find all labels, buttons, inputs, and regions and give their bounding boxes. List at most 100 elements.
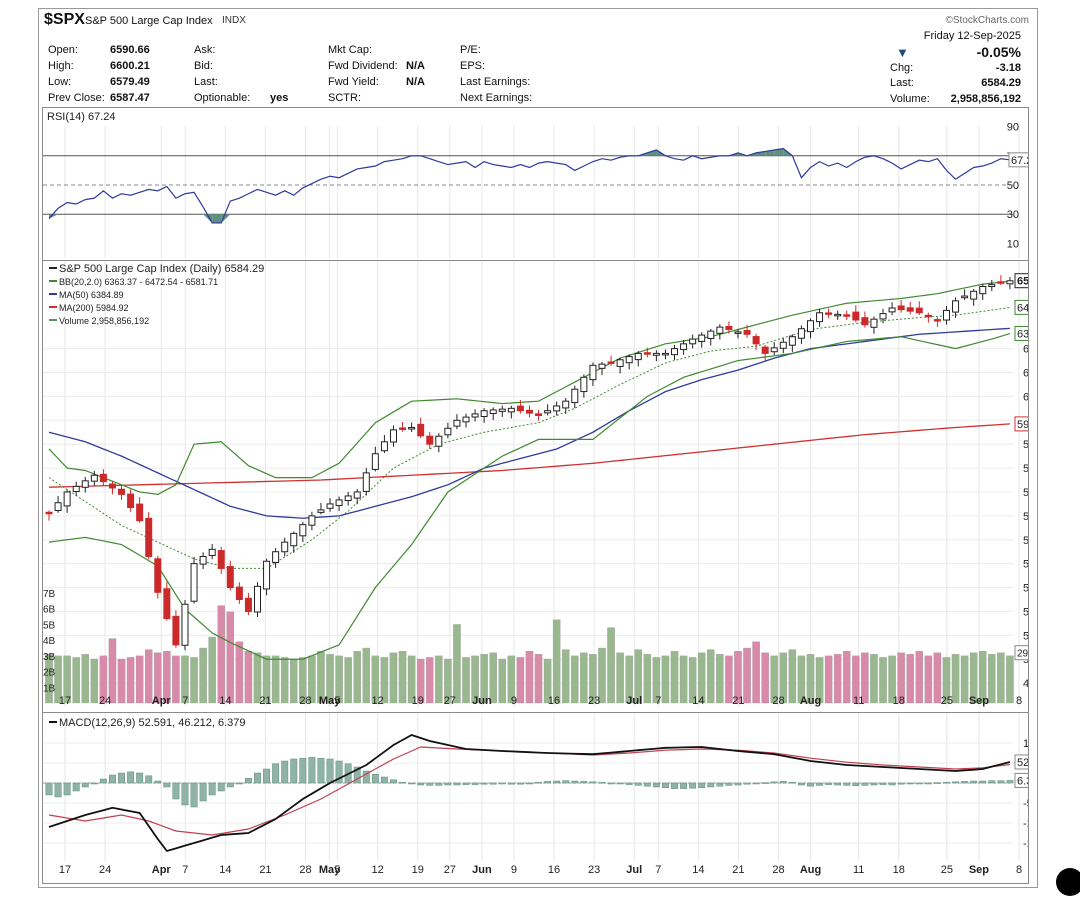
candle-body bbox=[81, 480, 89, 488]
volume-bar bbox=[897, 652, 905, 704]
macd-histogram-bar bbox=[109, 774, 116, 784]
macd-histogram-bar bbox=[625, 782, 633, 785]
macd-histogram-bar bbox=[145, 775, 153, 784]
candle-body bbox=[535, 413, 543, 417]
volume-bar bbox=[353, 650, 361, 704]
macd-histogram-bar bbox=[435, 782, 443, 786]
stockcharts-credit[interactable]: ©StockCharts.com bbox=[945, 15, 1029, 26]
last-earnings-label: Last Earnings: bbox=[460, 76, 531, 88]
price-x-label: Aug bbox=[800, 695, 821, 707]
macd-histogram-bar bbox=[154, 780, 162, 784]
candle-body bbox=[997, 281, 1005, 284]
macd-histogram-bar bbox=[172, 782, 180, 800]
exchange-label: INDX bbox=[222, 15, 246, 26]
rsi-oversold-fill bbox=[212, 214, 222, 223]
prev-close-value: 6587.47 bbox=[110, 92, 150, 104]
macd-histogram-bar bbox=[589, 781, 597, 784]
volume-bar bbox=[969, 652, 978, 704]
volume-bar bbox=[580, 652, 588, 704]
macd-histogram-bar bbox=[943, 781, 950, 784]
price-tick-label: 6300 bbox=[1023, 344, 1028, 356]
candle-body bbox=[235, 586, 243, 600]
volume-tag-label: 2958856 bbox=[1017, 649, 1028, 660]
volume-bar bbox=[435, 655, 443, 704]
macd-histogram-bar bbox=[634, 782, 642, 786]
volume-bar bbox=[416, 658, 425, 704]
candle-body bbox=[335, 499, 343, 506]
volume-bar bbox=[99, 655, 108, 704]
volume-tick-label: 6B bbox=[43, 605, 56, 616]
candle-body bbox=[788, 336, 796, 346]
macd-histogram-bar bbox=[263, 768, 271, 784]
sctr-label: SCTR: bbox=[328, 92, 361, 104]
volume-tick-label: 5B bbox=[43, 620, 56, 631]
macd-panel: 10050-0-50-100-150MACD(12,26,9) 52.591, … bbox=[42, 712, 1056, 884]
macd-x-label: 21 bbox=[259, 864, 271, 876]
volume-bar bbox=[815, 657, 824, 704]
volume-tick-label: 3B bbox=[43, 652, 56, 663]
macd-histogram-bar bbox=[562, 780, 570, 784]
candle-body bbox=[689, 338, 697, 345]
volume-bar bbox=[598, 647, 606, 704]
candle-body bbox=[870, 318, 878, 328]
candle-body bbox=[136, 503, 144, 522]
candle-body bbox=[181, 603, 189, 646]
macd-histogram-bar bbox=[970, 780, 978, 784]
volume-bar bbox=[960, 655, 969, 704]
macd-histogram-bar bbox=[725, 782, 733, 786]
volume-bar bbox=[770, 655, 778, 704]
candle-body bbox=[779, 341, 787, 349]
candle-body bbox=[498, 408, 506, 412]
macd-histogram-bar bbox=[707, 782, 715, 788]
volume-bar bbox=[625, 655, 633, 704]
price-tick-label: 5200 bbox=[1023, 606, 1028, 618]
volume-bar bbox=[163, 650, 171, 704]
candle-body bbox=[598, 363, 606, 369]
bb-upper-line bbox=[48, 280, 1010, 495]
volume-bar bbox=[525, 650, 534, 704]
macd-histogram-bar bbox=[226, 782, 234, 788]
last-label-mid: Last: bbox=[194, 76, 218, 88]
candle-body bbox=[698, 334, 706, 342]
fwd-yield-value: N/A bbox=[406, 76, 425, 88]
macd-histogram-bar bbox=[952, 781, 959, 784]
macd-histogram-bar bbox=[326, 758, 334, 784]
volume-bar bbox=[571, 655, 579, 704]
high-value: 6600.21 bbox=[110, 60, 150, 72]
candle-body bbox=[326, 503, 334, 509]
macd-x-label: Aug bbox=[800, 864, 821, 876]
price-x-label: 5 bbox=[335, 695, 341, 707]
volume-bar bbox=[45, 654, 53, 704]
volume-bar bbox=[561, 649, 570, 704]
volume-bar bbox=[997, 652, 1005, 704]
macd-legend: MACD(12,26,9) 52.591, 46.212, 6.379 bbox=[59, 717, 246, 729]
macd-histogram-bar bbox=[99, 778, 107, 784]
macd-histogram-bar bbox=[489, 782, 497, 785]
candle-body bbox=[317, 509, 325, 513]
volume-bar bbox=[679, 655, 688, 704]
macd-histogram-bar bbox=[843, 782, 851, 786]
candle-body bbox=[852, 311, 860, 321]
macd-histogram-bar bbox=[299, 757, 307, 784]
macd-histogram-bar bbox=[408, 782, 416, 785]
rsi-panel: RSI(14) 67.24907050301067.24 bbox=[42, 107, 1048, 261]
macd-histogram-bar bbox=[607, 782, 615, 785]
price-legend-entry: MA(50) 6384.89 bbox=[59, 290, 124, 300]
volume-bar bbox=[72, 657, 80, 704]
candle-body bbox=[208, 548, 216, 556]
candle-body bbox=[970, 290, 978, 300]
macd-histogram-bar bbox=[462, 782, 470, 785]
fwd-yield-label: Fwd Yield: bbox=[328, 76, 379, 88]
volume-bar bbox=[843, 650, 851, 704]
macd-tick-label: -100 bbox=[1023, 818, 1028, 830]
pe-label: P/E: bbox=[460, 44, 481, 56]
macd-histogram-bar bbox=[90, 782, 98, 785]
rsi-overbought-fill bbox=[756, 151, 766, 156]
volume-bar bbox=[453, 624, 461, 704]
mkt-cap-label: Mkt Cap: bbox=[328, 44, 373, 56]
ask-label: Ask: bbox=[194, 44, 216, 56]
macd-histogram-bar bbox=[797, 782, 805, 786]
macd-histogram-bar bbox=[371, 773, 379, 784]
eps-label: EPS: bbox=[460, 60, 486, 72]
macd-histogram-bar bbox=[661, 782, 669, 789]
